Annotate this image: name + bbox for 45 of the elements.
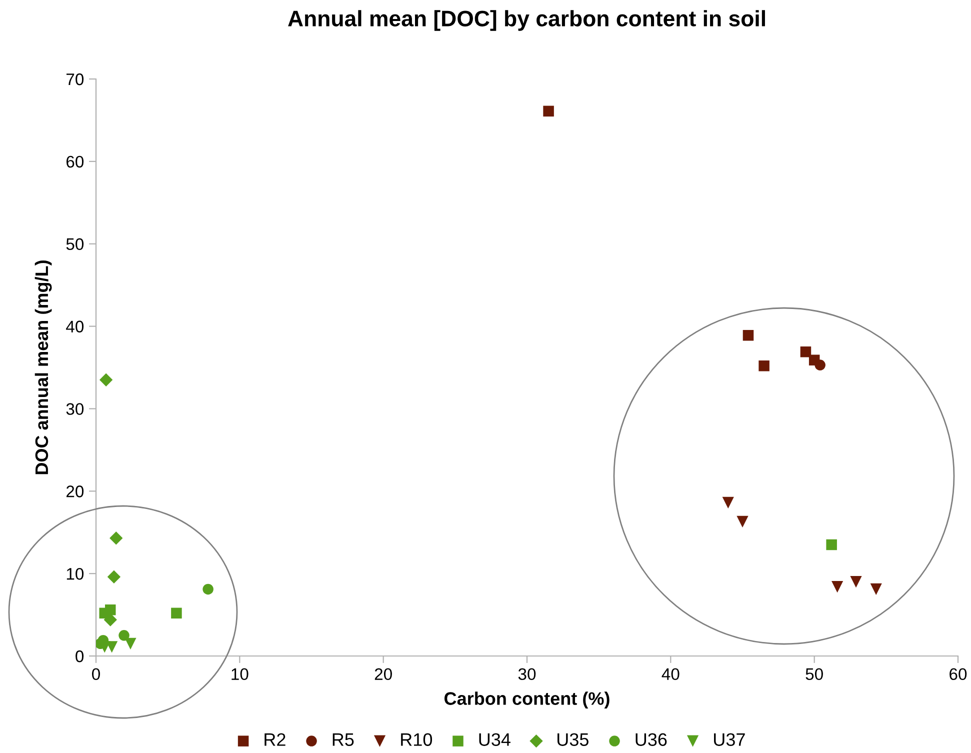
point [104, 604, 116, 616]
y-tick-label: 10 [66, 568, 84, 580]
point [736, 516, 748, 528]
point [202, 584, 214, 595]
y-tick-label: 70 [66, 73, 84, 86]
x-tick-label: 40 [662, 668, 680, 680]
point [99, 373, 113, 386]
point [722, 496, 734, 508]
y-tick-label: 0 [76, 650, 84, 662]
legend-label: R5 [332, 733, 354, 746]
point [800, 346, 812, 358]
point [171, 608, 182, 619]
y-tick-label: 20 [66, 486, 84, 498]
point [814, 360, 826, 370]
point [543, 106, 554, 117]
chart-title: Annual mean [DOC] by carbon content in soil [288, 10, 765, 31]
x-tick-label: 30 [518, 668, 536, 680]
legend-label: U34 [479, 733, 510, 746]
point [124, 638, 136, 650]
point [104, 613, 117, 626]
point [850, 576, 862, 588]
legend-label: U36 [636, 733, 667, 746]
legend-label: U35 [558, 733, 588, 746]
y-axis-title: DOC annual mean (mg/L) [34, 260, 52, 474]
point [826, 539, 837, 550]
x-tick-label: 60 [950, 668, 967, 680]
y-tick-label: 40 [66, 320, 84, 332]
point [118, 630, 130, 641]
y-tick-label: 50 [66, 238, 84, 250]
x-tick-label: 50 [806, 668, 823, 680]
legend-label: R2 [264, 733, 286, 746]
x-tick-label: 20 [374, 668, 392, 680]
legend-label: R10 [401, 733, 432, 746]
point [832, 580, 844, 593]
point [742, 330, 754, 341]
point [758, 360, 770, 372]
x-tick-label: 10 [232, 668, 248, 680]
point [110, 532, 123, 545]
x-axis-title: Carbon content (%) [444, 692, 610, 709]
y-tick-label: 30 [66, 403, 84, 415]
point [107, 570, 121, 584]
point [870, 583, 882, 596]
legend-label: U37 [714, 733, 745, 746]
y-tick-label: 60 [66, 156, 84, 168]
x-tick-label: 0 [92, 668, 100, 680]
